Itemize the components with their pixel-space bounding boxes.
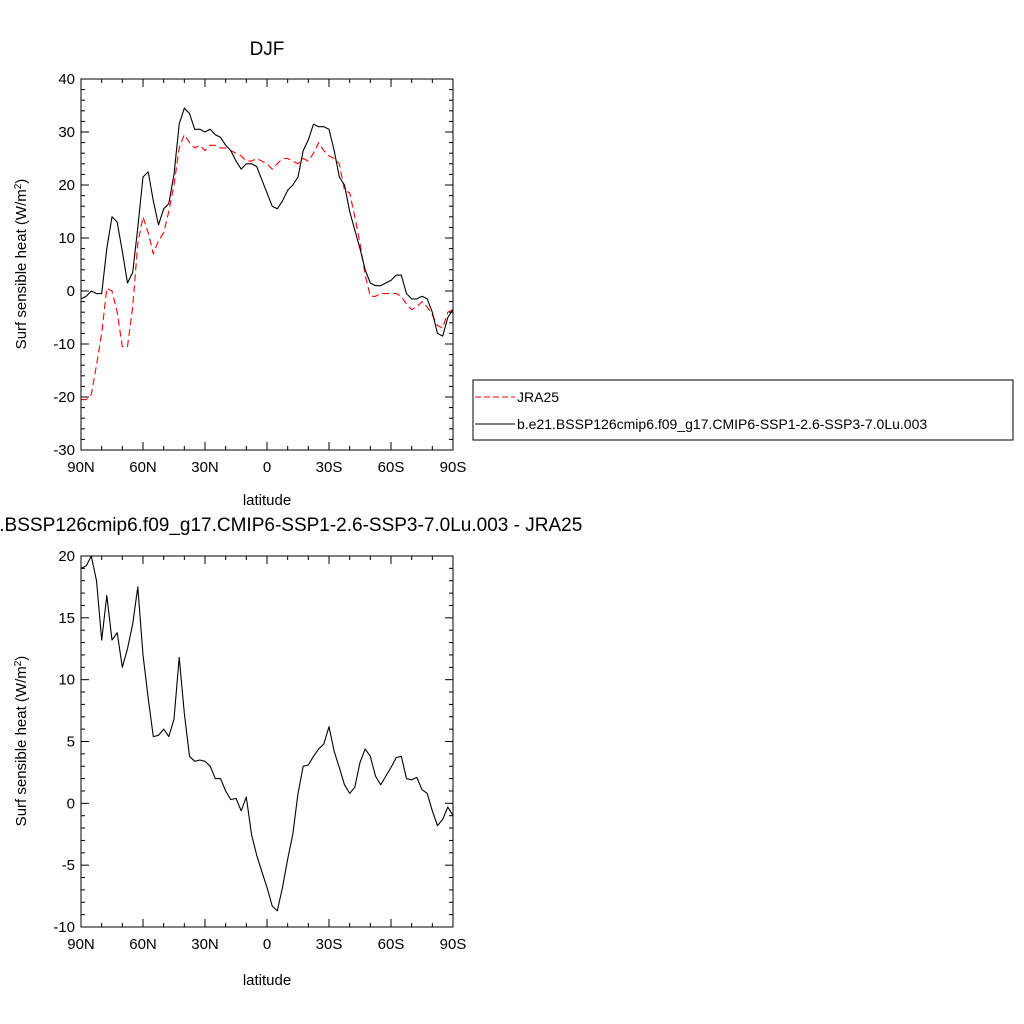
chart-top-xtick-label: 90S <box>440 459 467 476</box>
chart-top-ylabel: Surf sensible heat (W/m2) <box>13 179 30 350</box>
chart-top-ytick-label: 0 <box>67 283 75 300</box>
chart-bottom-ytick-label: -5 <box>62 857 75 874</box>
chart-bottom-xtick-label: 30N <box>191 936 219 953</box>
chart-bottom-xlabel: latitude <box>243 972 291 989</box>
chart-bottom-xtick-label: 0 <box>263 936 271 953</box>
chart-top-ytick-label: -30 <box>53 442 75 459</box>
chart-bottom-ylabel: Surf sensible heat (W/m2) <box>13 656 30 827</box>
legend-label-model: b.e21.BSSP126cmip6.f09_g17.CMIP6-SSP1-2.… <box>517 416 927 432</box>
chart-top-xlabel: latitude <box>243 492 291 509</box>
chart-bottom-ytick-label: 0 <box>67 795 75 812</box>
chart-bottom-ytick-label: 10 <box>58 672 75 689</box>
chart-bottom-frame <box>80 555 454 928</box>
chart-bottom-ytick-label: 20 <box>58 548 75 565</box>
chart-top-ytick-label: -10 <box>53 336 75 353</box>
chart-top-ytick-label: 40 <box>58 71 75 88</box>
chart-top-xtick-label: 0 <box>263 459 271 476</box>
chart-top-ytick-label: -20 <box>53 389 75 406</box>
chart-top: DJF 90N 60N 30N 0 30S 60S 90S -30 -20 -10 0 10 20 30 4… <box>13 39 1014 509</box>
chart-bottom-series-line-0 <box>80 555 454 912</box>
legend-label-jra25: JRA25 <box>517 389 559 405</box>
chart-top-series-line-0 <box>81 134 454 401</box>
chart-top-title: DJF <box>250 39 285 60</box>
chart-bottom: b.e21.BSSP126cmip6.f09_g17.CMIP6-SSP1-2.… <box>0 515 582 989</box>
chart-top-ytick-label: 30 <box>58 124 75 141</box>
chart-bottom-title: b.e21.BSSP126cmip6.f09_g17.CMIP6-SSP1-2.… <box>0 515 582 536</box>
chart-top-ytick-label: 20 <box>58 177 75 194</box>
chart-bottom-ytick-label: 5 <box>67 734 75 751</box>
chart-top-xtick-label: 30N <box>191 459 219 476</box>
chart-bottom-xtick-label: 30S <box>316 936 343 953</box>
chart-top-xtick-label: 90N <box>67 459 95 476</box>
chart-bottom-ytick-label: -10 <box>53 919 75 936</box>
chart-bottom-xtick-label: 90S <box>440 936 467 953</box>
chart-top-legend: JRA25 b.e21.BSSP126cmip6.f09_g17.CMIP6-S… <box>472 379 1014 441</box>
chart-bottom-xtick-label: 60N <box>129 936 157 953</box>
chart-top-series-line-1 <box>80 107 454 337</box>
chart-top-xtick-label: 60S <box>378 459 405 476</box>
chart-top-ticks: 90N 60N 30N 0 30S 60S 90S -30 -20 -10 0 10 20 30 40 <box>53 71 466 476</box>
chart-top-ytick-label: 10 <box>58 230 75 247</box>
chart-top-frame <box>80 78 454 451</box>
legend-box <box>472 379 1014 441</box>
chart-top-xtick-label: 60N <box>129 459 157 476</box>
chart-bottom-ticks: 90N 60N 30N 0 30S 60S 90S -10 -5 0 5 10 15 20 <box>53 548 466 953</box>
chart-top-series <box>80 107 454 401</box>
chart-bottom-series <box>80 555 454 912</box>
chart-bottom-xtick-label: 90N <box>67 936 95 953</box>
chart-bottom-ytick-label: 15 <box>58 610 75 627</box>
chart-top-xtick-label: 30S <box>316 459 343 476</box>
chart-bottom-xtick-label: 60S <box>378 936 405 953</box>
